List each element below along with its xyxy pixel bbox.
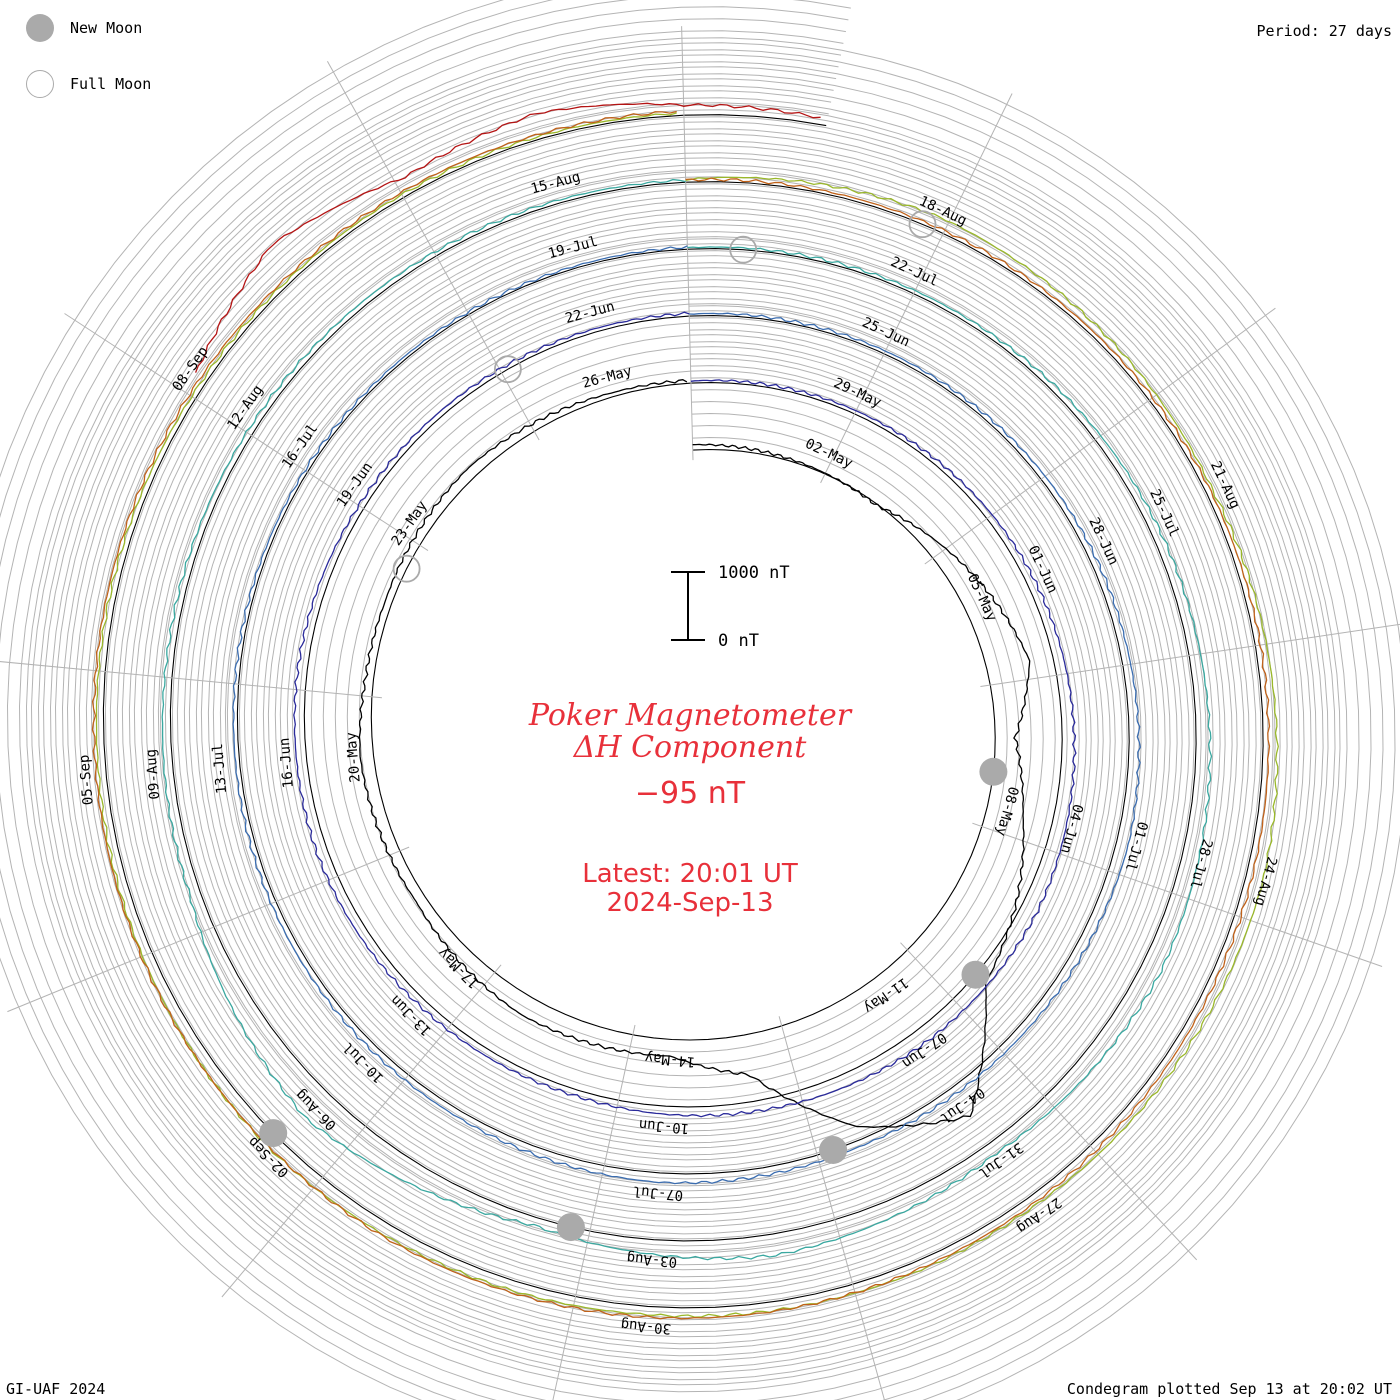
grid-spoke: [980, 623, 1400, 687]
date-label: 30-Aug: [620, 1316, 672, 1337]
grid-spoke: [972, 822, 1383, 967]
grid-spoke: [900, 942, 1198, 1261]
new-moon-marker: [556, 1213, 585, 1242]
moon-markers: [259, 210, 1008, 1242]
scale-bar: [671, 571, 705, 641]
date-label: 09-Aug: [143, 748, 163, 800]
grid-spoke: [681, 26, 694, 461]
legend-new-moon-label: New Moon: [70, 19, 143, 37]
date-label: 25-Jul: [1146, 487, 1182, 540]
period-label: Period: 27 days: [1256, 22, 1392, 40]
chart-title-line2: ΔH Component: [573, 730, 807, 765]
full-moon-marker: [729, 235, 758, 264]
latest-time: Latest: 20:01 UT: [582, 859, 798, 889]
date-label: 19-Jul: [546, 234, 599, 262]
series-line: [194, 102, 821, 373]
date-label: 22-Jul: [888, 254, 941, 290]
series-line: [358, 379, 1031, 1128]
chart-title-line1: Poker Magnetometer: [528, 698, 852, 733]
new-moon-marker: [259, 1119, 288, 1148]
grid-ring: [78, 90, 1288, 1333]
new-moon-icon: [26, 14, 54, 42]
full-moon-icon: [26, 70, 54, 98]
date-label: 11-May: [860, 974, 911, 1016]
legend-full-moon-label: Full Moon: [70, 75, 152, 93]
grid-ring: [6, 18, 1360, 1400]
date-label: 07-Jun: [899, 1029, 950, 1071]
date-label: 13-Jul: [210, 743, 230, 795]
date-label: 14-May: [644, 1049, 696, 1070]
grid-spoke: [820, 93, 1013, 484]
grid-ring: [42, 54, 1324, 1369]
series-line: [91, 110, 1271, 1320]
date-label: 22-Jun: [564, 299, 617, 327]
date-label: 03-Aug: [626, 1249, 678, 1270]
date-label: 10-Jun: [638, 1116, 690, 1137]
date-label: 28-Jun: [1085, 515, 1121, 568]
full-moon-marker: [908, 210, 937, 239]
new-moon-marker: [979, 757, 1008, 786]
date-label: 26-May: [581, 363, 634, 391]
grid-ring: [0, 6, 1372, 1400]
date-label: 17-May: [435, 944, 482, 991]
full-moon-marker: [493, 355, 522, 384]
date-label: 08-May: [992, 785, 1021, 838]
grid-spoke: [326, 60, 540, 441]
grid-ring: [54, 66, 1312, 1357]
date-label: 25-Jun: [860, 314, 913, 350]
date-label: 07-Jul: [632, 1183, 684, 1204]
grid-spoke: [221, 964, 502, 1298]
credit-label: GI-UAF 2024: [6, 1380, 106, 1398]
date-label: 21-Aug: [1207, 459, 1243, 512]
legend-new-moon: New Moon: [26, 14, 142, 42]
grid-ring: [18, 30, 1348, 1393]
full-moon-marker: [392, 554, 421, 583]
latest-date: 2024-Sep-13: [606, 888, 774, 918]
grid-ring: [66, 78, 1300, 1345]
series-lines: [91, 102, 1279, 1320]
date-label: 06-Aug: [293, 1086, 340, 1133]
series-line: [161, 178, 1213, 1261]
grid-spoke: [7, 846, 410, 1013]
new-moon-marker: [819, 1136, 848, 1164]
date-label: 10-Jul: [340, 1039, 387, 1086]
series-line: [293, 311, 1077, 1118]
date-label: 04-Jun: [1057, 802, 1086, 855]
new-moon-marker: [961, 960, 990, 989]
date-label: 05-Sep: [77, 754, 97, 806]
grid-spoke: [552, 1024, 636, 1400]
chart-title: Poker Magnetometer ΔH Component: [490, 700, 890, 764]
date-label: 16-Jun: [277, 737, 297, 789]
latest-block: Latest: 20:01 UT 2024-Sep-13: [490, 860, 890, 918]
scale-bottom-label: 0 nT: [718, 631, 759, 651]
date-label: 20-May: [344, 731, 364, 783]
grid-spoke: [778, 1016, 885, 1400]
date-label: 29-May: [831, 375, 884, 411]
series-line: [232, 245, 1141, 1185]
grid-ring: [90, 102, 1276, 1321]
date-label: 05-May: [964, 571, 1000, 624]
grid-spoke: [0, 661, 382, 699]
legend-full-moon: Full Moon: [26, 70, 151, 98]
scale-top-label: 1000 nT: [718, 563, 790, 583]
series-line: [95, 112, 1279, 1318]
grid-ring: [30, 42, 1336, 1381]
plotted-timestamp: Condegram plotted Sep 13 at 20:02 UT: [1066, 1380, 1392, 1398]
current-value: −95 nT: [634, 776, 746, 811]
date-label: 18-Aug: [917, 193, 970, 229]
